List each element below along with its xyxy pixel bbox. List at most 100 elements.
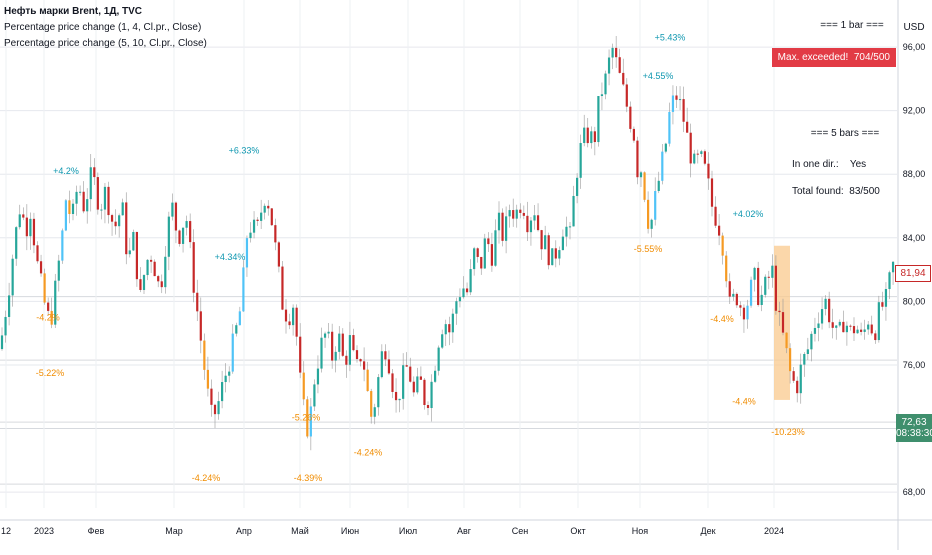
candle-body bbox=[206, 369, 209, 389]
candle-body bbox=[181, 227, 185, 244]
candle-body bbox=[849, 325, 852, 327]
candle-body bbox=[884, 289, 888, 307]
candle-body bbox=[167, 216, 170, 257]
symbol-title[interactable]: Нефть марки Brent, 1Д, TVC bbox=[4, 6, 143, 17]
candle-body bbox=[11, 258, 14, 296]
candle-body bbox=[512, 210, 515, 219]
candle-body bbox=[526, 215, 529, 233]
currency-label[interactable]: USD bbox=[903, 22, 925, 33]
candle-body bbox=[501, 212, 504, 241]
candle-body bbox=[398, 398, 401, 401]
candle-body bbox=[150, 259, 153, 262]
candle-body bbox=[423, 379, 426, 406]
candle-body bbox=[753, 267, 756, 280]
candle-body bbox=[604, 73, 607, 95]
candle-body bbox=[721, 235, 724, 256]
candle-body bbox=[114, 221, 117, 227]
one-bar-table: === 1 bar === bbox=[784, 20, 894, 31]
x-tick-label: Сен bbox=[512, 526, 529, 536]
candle-body bbox=[242, 267, 245, 312]
candle-body bbox=[316, 368, 320, 385]
candle-body bbox=[615, 47, 618, 58]
candle-body bbox=[519, 209, 522, 213]
pct-change-label: +5.43% bbox=[655, 33, 686, 43]
candle-body bbox=[647, 199, 650, 229]
candle-body bbox=[86, 199, 89, 212]
candle-body bbox=[572, 195, 575, 227]
x-tick-label: Июл bbox=[399, 526, 417, 536]
candle-body bbox=[664, 143, 667, 152]
candle-body bbox=[15, 227, 18, 259]
candle-body bbox=[842, 321, 845, 333]
candle-body bbox=[718, 225, 721, 236]
candle-body bbox=[742, 307, 746, 320]
candle-body bbox=[274, 225, 277, 243]
candle-body bbox=[139, 279, 142, 290]
candle-body bbox=[522, 212, 525, 216]
indicator-1-label[interactable]: Percentage price change (1, 4, Cl.pr., C… bbox=[4, 22, 202, 33]
pct-change-label: +4.02% bbox=[733, 209, 764, 219]
candle-body bbox=[64, 200, 67, 231]
candle-body bbox=[221, 382, 224, 402]
candle-body bbox=[260, 212, 263, 221]
candle-body bbox=[231, 333, 234, 372]
in-one-dir-label: In one dir.: bbox=[792, 159, 839, 170]
pct-change-label: -4.24% bbox=[192, 473, 221, 483]
candle-body bbox=[547, 235, 550, 266]
candle-body bbox=[327, 331, 330, 334]
candle-body bbox=[451, 313, 454, 333]
candle-body bbox=[579, 143, 582, 178]
candle-body bbox=[377, 377, 380, 408]
candle-body bbox=[675, 95, 678, 100]
candle-body bbox=[409, 366, 412, 382]
candle-body bbox=[61, 230, 64, 261]
candle-body bbox=[607, 57, 611, 74]
candle-body bbox=[735, 293, 738, 306]
candle-body bbox=[178, 230, 181, 244]
candle-body bbox=[856, 329, 859, 334]
five-bars-header: === 5 bars === bbox=[810, 128, 880, 139]
candle-body bbox=[267, 205, 270, 209]
x-tick-label: 2023 bbox=[34, 526, 54, 536]
indicator-2-label[interactable]: Percentage price change (5, 10, Cl.pr., … bbox=[4, 38, 207, 49]
candle-body bbox=[391, 373, 394, 392]
candle-body bbox=[540, 230, 543, 250]
candle-body bbox=[657, 180, 660, 192]
candle-body bbox=[515, 209, 518, 219]
candle-body bbox=[416, 376, 419, 393]
y-tick-label: 68,00 bbox=[903, 487, 926, 497]
candle-body bbox=[249, 232, 252, 239]
candle-body bbox=[487, 238, 490, 245]
candle-body bbox=[590, 131, 593, 144]
candle-body bbox=[263, 205, 266, 213]
candle-body bbox=[103, 186, 107, 210]
candle-body bbox=[497, 212, 501, 231]
pct-change-label: +4.55% bbox=[643, 71, 674, 81]
candle-body bbox=[888, 272, 891, 290]
candle-body bbox=[544, 235, 547, 250]
candle-body bbox=[196, 292, 199, 312]
candle-body bbox=[891, 261, 895, 273]
candle-body bbox=[25, 217, 28, 237]
candle-body bbox=[852, 326, 856, 334]
candle-body bbox=[824, 298, 827, 310]
candle-body bbox=[529, 220, 533, 233]
candle-body bbox=[235, 325, 238, 334]
pct-change-label: -5.22% bbox=[36, 368, 65, 378]
candle-body bbox=[32, 218, 36, 246]
candle-body bbox=[47, 302, 50, 311]
candle-body bbox=[384, 351, 387, 360]
candle-body bbox=[828, 298, 831, 323]
candle-body bbox=[419, 376, 422, 380]
pct-change-label: -10.23% bbox=[771, 427, 805, 437]
candle-body bbox=[341, 333, 344, 356]
candle-body bbox=[96, 177, 99, 210]
candle-body bbox=[256, 219, 259, 221]
candle-body bbox=[593, 131, 596, 143]
total-found-row: Total found: 83/500 bbox=[782, 186, 892, 197]
candle-body bbox=[600, 94, 604, 97]
y-tick-label: 84,00 bbox=[903, 233, 926, 243]
candle-body bbox=[764, 276, 767, 295]
